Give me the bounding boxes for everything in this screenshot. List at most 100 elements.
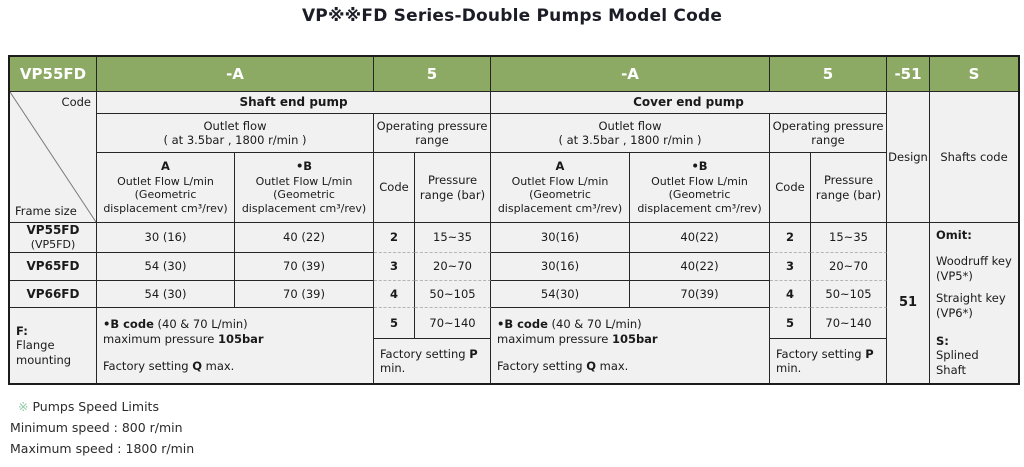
row-vp66fd-shaft-pressure: 50~105: [415, 281, 491, 308]
row-vp66fd-shaft-b: 70 (39): [235, 281, 374, 308]
cover-b-code-note: •B code (40 & 70 L/min) maximum pressure…: [497, 317, 658, 346]
page-title: VP※※FD Series-Double Pumps Model Code: [301, 6, 723, 26]
row-vp65fd-shaft-b: 70 (39): [235, 253, 374, 281]
cover-factory-p-post: min.: [776, 361, 802, 375]
row-vp65fd-shaft-pressure: 20~70: [415, 253, 491, 281]
shafts-code-info-cell: Omit: Woodruff key (VP5*) Straight key (…: [930, 223, 1018, 383]
cover-end-pump-header: Cover end pump: [491, 92, 887, 114]
shafts-code-column-header: Shafts code: [930, 92, 1018, 223]
shafts-straight-key: Straight key (VP6*): [936, 291, 1006, 320]
shaft-end-pump-header: Shaft end pump: [97, 92, 491, 114]
model-code-cover-pressure: 5: [770, 57, 887, 92]
cover-max-pressure-value: 105bar: [611, 331, 658, 346]
shaft-b-code-rest: (40 & 70 L/min): [153, 317, 248, 332]
shaft-operating-pressure-header: Operating pressure range: [374, 114, 491, 153]
row-vp66fd-frame: VP66FD: [10, 281, 97, 308]
cover-col-a-header: A Outlet Flow L/min (Geometric displacem…: [491, 153, 630, 223]
mounting-code: F:: [16, 323, 28, 338]
row-vp55fd-cover-a: 30(16): [491, 223, 630, 253]
shaft-code-5: 5: [374, 308, 415, 339]
cover-col-b-line1: Outlet Flow L/min: [651, 174, 748, 188]
cover-operating-pressure-header: Operating pressure range: [770, 114, 887, 153]
shaft-factory-setting-q: Factory setting Q max.: [103, 359, 234, 373]
cover-b-code-bold: •B code: [497, 317, 548, 332]
row-vp66fd-cover-pressure: 50~105: [811, 281, 887, 308]
cover-outlet-flow-header: Outlet flow ( at 3.5bar , 1800 r/min ): [491, 114, 770, 153]
shaft-b-code-bold: •B code: [103, 317, 154, 332]
cover-factory-q-post: max.: [595, 359, 629, 374]
shaft-b-code-note: •B code (40 & 70 L/min) maximum pressure…: [103, 317, 264, 346]
shaft-factory-q-bold: Q: [192, 359, 202, 374]
shaft-col-a-header: A Outlet Flow L/min (Geometric displacem…: [97, 153, 235, 223]
shaft-factory-p-pre: Factory setting: [380, 346, 470, 361]
shaft-factory-p-post: min.: [380, 361, 406, 375]
shaft-col-a-line2: (Geometric: [134, 188, 197, 202]
row-vp55fd-shaft-b: 40 (22): [235, 223, 374, 253]
flange-mounting-cell: F: Flange mounting: [10, 308, 97, 383]
cover-col-b-line3: displacement cm³/rev): [637, 202, 762, 216]
cover-b-code-rest: (40 & 70 L/min): [547, 317, 642, 332]
row-vp65fd-cover-code: 3: [770, 253, 811, 281]
shafts-woodruff-key: Woodruff key (VP5*): [936, 254, 1012, 283]
row-vp65fd-frame: VP65FD: [10, 253, 97, 281]
cover-factory-q-pre: Factory setting: [497, 359, 587, 374]
shaft-b-code-note-cell: •B code (40 & 70 L/min) maximum pressure…: [97, 308, 374, 383]
cover-col-b-line2: (Geometric: [668, 188, 731, 202]
cover-pressure-5: 70~140: [811, 308, 887, 339]
shaft-col-a-line1: Outlet Flow L/min: [117, 174, 214, 188]
shaft-col-b-line1: Outlet Flow L/min: [255, 174, 353, 188]
shaft-outlet-flow-condition: ( at 3.5bar , 1800 r/min ): [163, 133, 307, 147]
model-code-shaft-flow: -A: [97, 57, 374, 92]
row-vp55fd-cover-code: 2: [770, 223, 811, 253]
pump-speed-limits-text: Pumps Speed Limits: [32, 399, 159, 414]
shafts-splined: Splined Shaft: [936, 348, 979, 377]
row-vp55fd-cover-b: 40(22): [630, 223, 770, 253]
cover-code-5: 5: [770, 308, 811, 339]
row-vp55fd-frame-sub: (VP5FD): [30, 238, 76, 252]
shaft-col-b-line3: displacement cm³/rev): [241, 202, 367, 216]
mounting-line2: mounting: [16, 352, 72, 367]
row-vp55fd-shaft-code: 2: [374, 223, 415, 253]
cover-code-column-header: Code: [770, 153, 811, 223]
row-vp55fd-shaft-pressure: 15~35: [415, 223, 491, 253]
shaft-col-b-header: •B Outlet Flow L/min (Geometric displace…: [235, 153, 374, 223]
cover-col-b-code: •B: [691, 159, 708, 174]
cover-outlet-flow-condition: ( at 3.5bar , 1800 r/min ): [558, 133, 702, 147]
reference-mark-icon: ※: [18, 399, 29, 414]
cover-pressure-range-header: Pressure range (bar): [811, 153, 887, 223]
maximum-speed-note: Maximum speed : 1800 r/min: [10, 441, 195, 456]
cover-col-a-line1: Outlet Flow L/min: [511, 174, 609, 188]
design-value: 51: [887, 223, 930, 383]
shaft-pressure-5: 70~140: [415, 308, 491, 339]
cover-outlet-flow-title: Outlet flow: [598, 118, 662, 133]
shaft-factory-q-pre: Factory setting: [103, 359, 193, 374]
row-vp65fd-shaft-code: 3: [374, 253, 415, 281]
shaft-factory-p-bold: P: [469, 346, 478, 361]
pump-speed-limits-title: ※ Pumps Speed Limits: [10, 399, 194, 414]
row-vp65fd-cover-b: 40(22): [630, 253, 770, 281]
row-vp65fd-shaft-a: 54 (30): [97, 253, 235, 281]
shaft-outlet-flow-header: Outlet flow ( at 3.5bar , 1800 r/min ): [97, 114, 374, 153]
cover-max-pressure-text: maximum pressure: [497, 331, 612, 346]
code-label: Code: [61, 95, 91, 109]
shafts-omit-label: Omit:: [936, 228, 972, 242]
row-vp55fd-shaft-a: 30 (16): [97, 223, 235, 253]
shaft-factory-q-post: max.: [201, 359, 235, 374]
cover-col-a-code: A: [555, 159, 565, 174]
shaft-outlet-flow-title: Outlet flow: [203, 118, 267, 133]
model-code-cover-flow: -A: [491, 57, 770, 92]
cover-b-code-note-cell: •B code (40 & 70 L/min) maximum pressure…: [491, 308, 770, 383]
row-vp66fd-shaft-a: 54 (30): [97, 281, 235, 308]
row-vp55fd-cover-pressure: 15~35: [811, 223, 887, 253]
diagonal-line: [10, 92, 96, 222]
model-code-shaft-pressure: 5: [374, 57, 491, 92]
shaft-code-column-header: Code: [374, 153, 415, 223]
shaft-col-b-line2: (Geometric: [273, 188, 335, 202]
pump-speed-notes: ※ Pumps Speed Limits Minimum speed : 800…: [10, 399, 194, 462]
mounting-line1: Flange: [16, 338, 55, 353]
cover-col-a-line3: displacement cm³/rev): [497, 202, 623, 216]
cover-factory-setting-q: Factory setting Q max.: [497, 359, 628, 373]
cover-factory-p-bold: P: [865, 346, 874, 361]
shaft-max-pressure-text: maximum pressure: [103, 331, 218, 346]
shaft-col-b-code: •B: [295, 159, 313, 174]
